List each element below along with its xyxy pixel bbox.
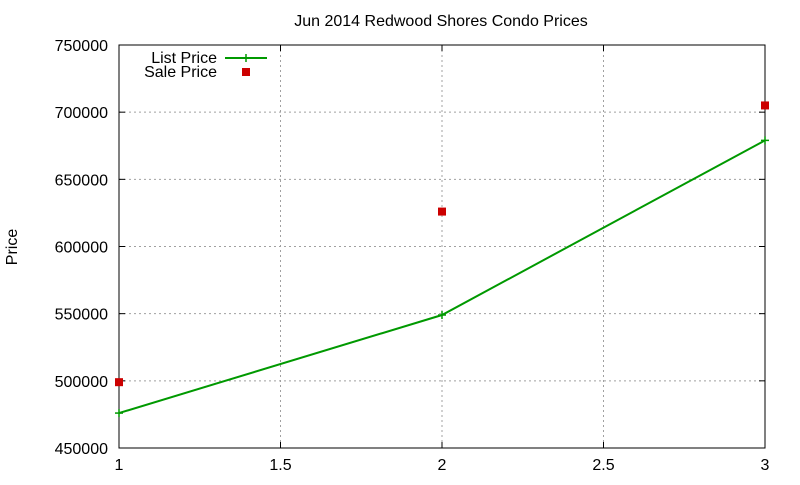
sale-price-point [761, 101, 769, 110]
y-tick-label: 500000 [55, 374, 108, 391]
x-tick-label: 2.5 [592, 457, 614, 474]
x-tick-label: 1 [115, 457, 124, 474]
y-tick-label: 600000 [55, 240, 108, 257]
series-layer [115, 101, 769, 418]
legend-label: List Price [151, 50, 217, 67]
x-tick-label: 2 [438, 457, 447, 474]
legend-label: Sale Price [144, 64, 217, 81]
y-tick-label: 750000 [55, 38, 108, 55]
legend-marker-sample [242, 68, 250, 76]
legend-marker-sample [242, 54, 250, 62]
tick-labels: 1 1.5 2 2.5 3 450000 500000 550000 600000 650000 7… [55, 38, 770, 474]
y-tick-label: 700000 [55, 105, 108, 122]
sale-price-point [115, 378, 123, 387]
grid [119, 45, 765, 448]
y-axis-label: Price [4, 229, 21, 266]
list-price-point [761, 136, 769, 145]
y-tick-label: 550000 [55, 307, 108, 324]
x-tick-label: 3 [761, 457, 770, 474]
y-tick-label: 450000 [55, 441, 108, 458]
list-price-point [438, 311, 446, 320]
list-price-point [115, 409, 123, 418]
y-tick-label: 650000 [55, 172, 108, 189]
sale-price-point [438, 207, 446, 216]
x-tick-label: 1.5 [269, 457, 291, 474]
axes [118, 44, 766, 449]
chart-title: Jun 2014 Redwood Shores Condo Prices [294, 13, 588, 30]
